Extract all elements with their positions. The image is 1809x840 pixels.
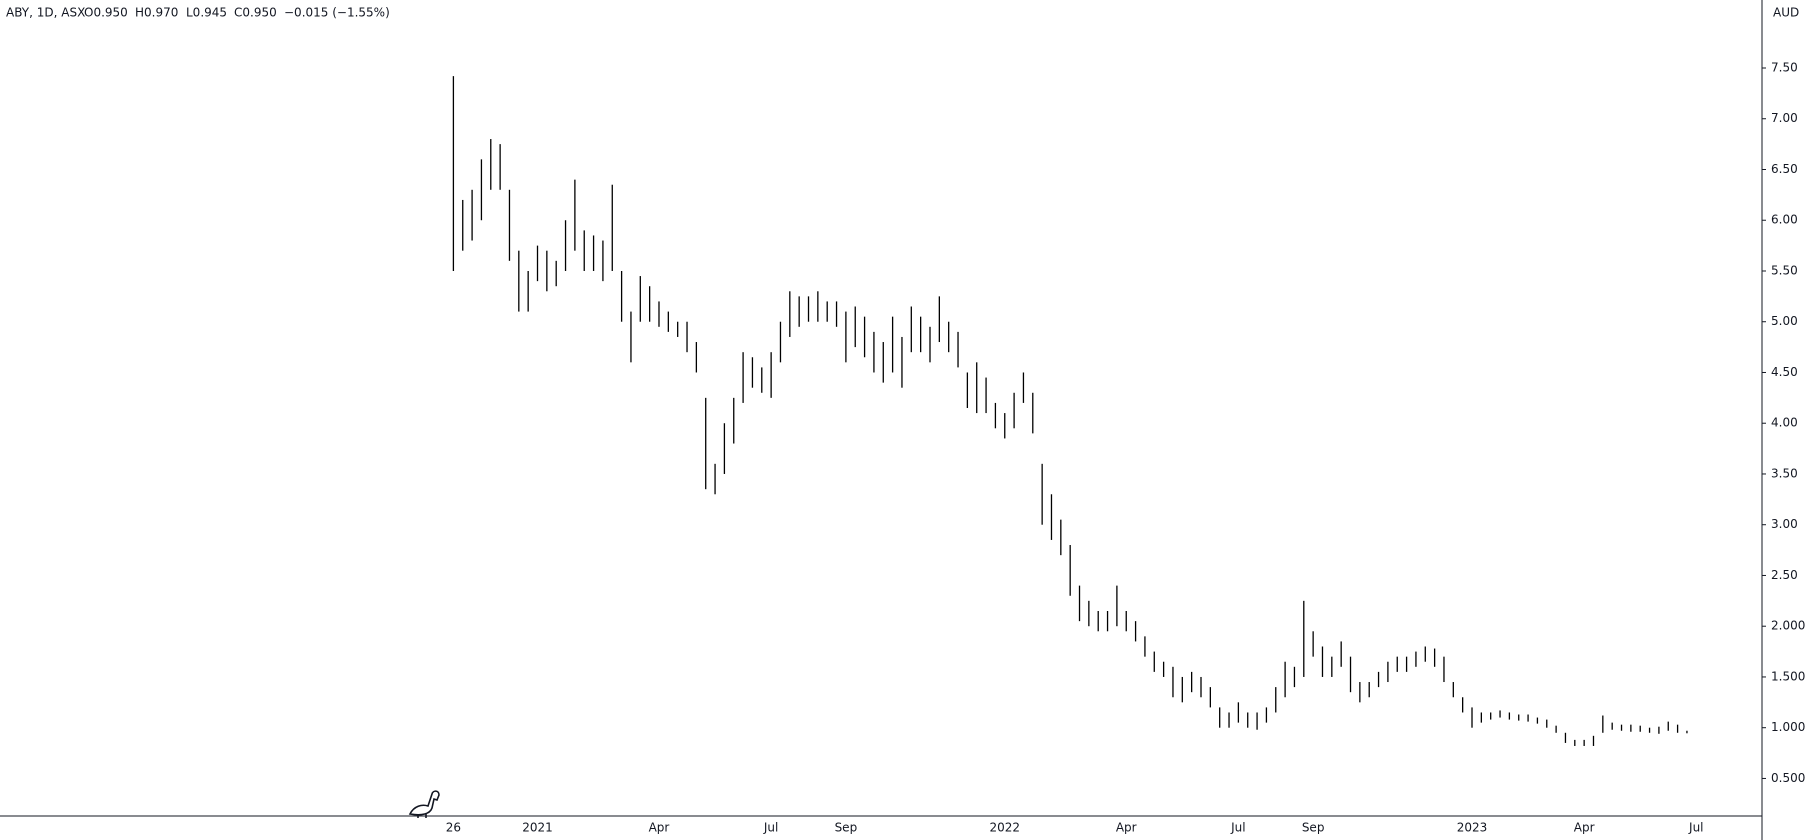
legend-change: −0.015 (−1.55%) xyxy=(284,6,390,20)
x-tick-label: Jul xyxy=(1230,821,1245,835)
x-tick-label: Jul xyxy=(1688,821,1703,835)
legend-low: L0.945 xyxy=(186,6,227,20)
y-tick-label: 5.00 xyxy=(1771,314,1798,328)
y-tick-label: 1.000 xyxy=(1771,720,1805,734)
legend-open: O0.950 xyxy=(84,6,128,20)
x-tick-label: Sep xyxy=(1302,821,1325,835)
x-tick-label: Sep xyxy=(835,821,858,835)
x-tick-label: 2021 xyxy=(522,821,553,835)
y-tick-label: 6.50 xyxy=(1771,162,1798,176)
y-tick-label: 0.500 xyxy=(1771,771,1805,785)
x-tick-label: Apr xyxy=(1116,821,1137,835)
x-tick-label: Apr xyxy=(649,821,670,835)
x-tick-label: Jul xyxy=(763,821,778,835)
legend-high: H0.970 xyxy=(135,6,178,20)
y-tick-label: 3.00 xyxy=(1771,517,1798,531)
y-tick-label: 4.00 xyxy=(1771,416,1798,430)
x-tick-label: 2023 xyxy=(1457,821,1488,835)
y-tick-label: 5.50 xyxy=(1771,263,1798,277)
y-tick-label: 2.000 xyxy=(1771,619,1805,633)
y-tick-label: 2.50 xyxy=(1771,568,1798,582)
y-tick-label: 4.50 xyxy=(1771,365,1798,379)
x-tick-label: 2022 xyxy=(989,821,1020,835)
x-tick-label: Apr xyxy=(1574,821,1595,835)
y-tick-label: 6.00 xyxy=(1771,213,1798,227)
logo xyxy=(408,790,440,818)
currency-label: AUD xyxy=(1773,6,1799,20)
legend-close: C0.950 xyxy=(234,6,277,20)
legend-symbol: ABY, 1D, ASX xyxy=(6,6,85,20)
x-tick-label: 26 xyxy=(446,821,461,835)
y-tick-label: 3.50 xyxy=(1771,466,1798,480)
y-tick-label: 7.50 xyxy=(1771,61,1798,75)
y-tick-label: 7.00 xyxy=(1771,111,1798,125)
y-tick-label: 1.500 xyxy=(1771,669,1805,683)
